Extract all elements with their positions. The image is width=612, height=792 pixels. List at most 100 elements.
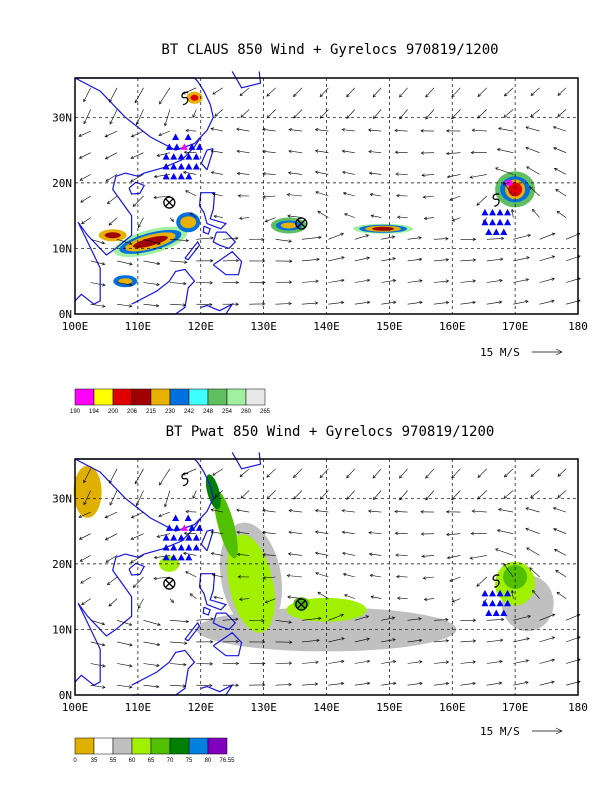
wind-vector bbox=[433, 302, 449, 305]
wind-vector-head bbox=[314, 509, 319, 513]
wind-vector bbox=[262, 195, 276, 198]
wind-vector bbox=[153, 195, 170, 198]
track-triangle bbox=[170, 553, 178, 561]
wind-vector bbox=[164, 490, 171, 507]
wind-vector-head bbox=[445, 510, 450, 514]
wind-vector bbox=[183, 552, 197, 556]
wind-vector bbox=[189, 593, 197, 599]
wind-vector-head bbox=[472, 237, 477, 241]
wind-vector-head bbox=[209, 683, 213, 688]
wind-vector bbox=[368, 151, 382, 153]
wind-vector-head bbox=[129, 643, 133, 647]
wind-vector bbox=[265, 217, 276, 222]
coastline-segment bbox=[131, 268, 196, 315]
wind-vector-head bbox=[497, 508, 502, 512]
wind-vector bbox=[236, 128, 250, 132]
colorbar-label: 70 bbox=[167, 758, 174, 764]
wind-vector-head bbox=[102, 304, 106, 308]
wind-vector bbox=[185, 571, 197, 578]
wind-vector-head bbox=[366, 681, 371, 686]
wind-vector-head bbox=[396, 575, 400, 579]
colorbar-swatch bbox=[74, 388, 95, 406]
wind-vector-head bbox=[340, 300, 345, 305]
track-triangle bbox=[162, 153, 170, 160]
wind-vector bbox=[486, 661, 503, 664]
wind-vector bbox=[189, 212, 197, 218]
wind-vector bbox=[143, 663, 160, 666]
colorbar-swatch bbox=[188, 737, 209, 755]
wind-vector-head bbox=[314, 149, 319, 153]
wind-vector bbox=[138, 217, 144, 228]
top-coastline bbox=[74, 71, 262, 315]
wind-vector-head bbox=[235, 617, 239, 622]
wind-vector bbox=[425, 87, 435, 98]
colorbar-label: 230 bbox=[165, 409, 176, 415]
wind-vector bbox=[105, 174, 118, 182]
wind-vector-head bbox=[138, 224, 141, 228]
wind-vector bbox=[557, 109, 567, 117]
wind-vector-head bbox=[527, 614, 532, 619]
x-tick-label: 150E bbox=[376, 320, 403, 333]
top-x-tick-labels: 100E 110E 120E 130E 140E 150E 160E 170E 180 bbox=[62, 320, 588, 333]
wind-vector-head bbox=[109, 99, 113, 103]
wind-vector bbox=[117, 684, 132, 688]
wind-vector bbox=[287, 575, 303, 578]
y-tick-label: 20N bbox=[52, 177, 72, 190]
wind-vector-head bbox=[80, 199, 84, 203]
wind-vector-head bbox=[106, 581, 111, 586]
wind-vector bbox=[423, 576, 435, 579]
wind-vector-head bbox=[418, 617, 422, 621]
wind-vector bbox=[503, 563, 514, 578]
wind-vector-head bbox=[395, 172, 399, 176]
colorbar-swatch bbox=[74, 737, 95, 755]
wind-vector-head bbox=[500, 617, 505, 622]
cloud-cluster bbox=[180, 216, 197, 229]
wind-vector bbox=[354, 301, 370, 305]
wind-vector bbox=[497, 148, 514, 153]
wind-vector bbox=[556, 591, 567, 599]
track-triangle bbox=[185, 163, 193, 170]
wind-vector bbox=[472, 129, 487, 132]
x-tick-label: 140E bbox=[313, 320, 340, 333]
wind-vector bbox=[287, 596, 303, 599]
wind-vector-head bbox=[106, 200, 111, 205]
wind-vector-head bbox=[235, 302, 240, 306]
x-tick-label: 170E bbox=[502, 701, 529, 714]
wind-vector-head bbox=[472, 660, 477, 664]
wind-vector-head bbox=[499, 257, 504, 261]
track-triangle bbox=[162, 163, 170, 170]
track-triangle bbox=[195, 524, 203, 531]
wind-vector-head bbox=[192, 114, 196, 118]
x-tick-label: 160E bbox=[439, 320, 466, 333]
wind-vector-head bbox=[525, 126, 529, 130]
wind-vector bbox=[107, 576, 118, 585]
wind-vector bbox=[472, 510, 487, 513]
wind-vector bbox=[159, 87, 171, 105]
wind-vector bbox=[293, 87, 303, 97]
wind-vector-head bbox=[420, 510, 424, 514]
colorbar-label: 55 bbox=[110, 758, 117, 764]
wind-vector bbox=[557, 490, 567, 498]
wind-vector-head bbox=[419, 300, 423, 305]
wind-vector bbox=[446, 533, 461, 535]
track-triangle bbox=[192, 544, 200, 551]
wind-vector-head bbox=[396, 215, 401, 219]
wind-vector-head bbox=[262, 530, 266, 535]
wind-vector-head bbox=[445, 258, 450, 262]
wind-vector-head bbox=[153, 174, 158, 179]
wind-vector-head bbox=[235, 236, 239, 241]
wind-vector bbox=[503, 182, 514, 197]
cloud-cluster bbox=[118, 278, 133, 285]
wind-vector bbox=[433, 661, 449, 664]
wind-vector bbox=[288, 172, 303, 175]
coastline-segment bbox=[74, 136, 202, 305]
wind-vector-head bbox=[238, 597, 243, 601]
wind-vector bbox=[183, 171, 197, 175]
wind-vector-head bbox=[236, 149, 240, 154]
wind-vector bbox=[131, 130, 144, 137]
wind-vector-head bbox=[210, 508, 215, 512]
coastline-segment bbox=[212, 250, 243, 276]
wind-vector bbox=[315, 191, 329, 197]
wind-vector-head bbox=[132, 203, 137, 207]
wind-vector-head bbox=[368, 171, 373, 175]
